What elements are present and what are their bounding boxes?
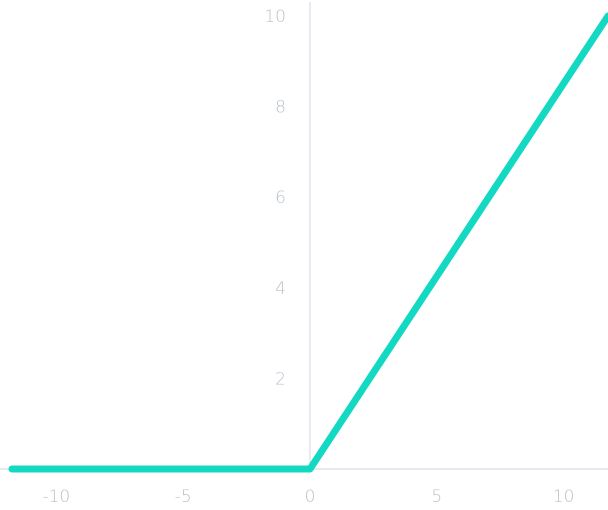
x-tick-label: -10 <box>42 487 70 507</box>
series-group <box>8 12 608 473</box>
y-tick-label: 4 <box>275 279 286 299</box>
y-tick-labels: 2 4 6 8 10 <box>264 7 286 389</box>
x-tick-label: 0 <box>305 487 316 507</box>
axes <box>0 2 608 470</box>
series-line <box>8 12 608 473</box>
y-tick-label: 8 <box>275 98 286 118</box>
x-tick-label: -5 <box>175 487 192 507</box>
y-tick-label: 2 <box>275 369 286 389</box>
x-tick-label: 5 <box>431 487 442 507</box>
y-tick-label: 10 <box>264 7 286 27</box>
y-tick-label: 6 <box>275 188 286 208</box>
x-tick-label: 10 <box>553 487 575 507</box>
x-tick-labels: -10 -5 0 5 10 <box>42 487 574 507</box>
